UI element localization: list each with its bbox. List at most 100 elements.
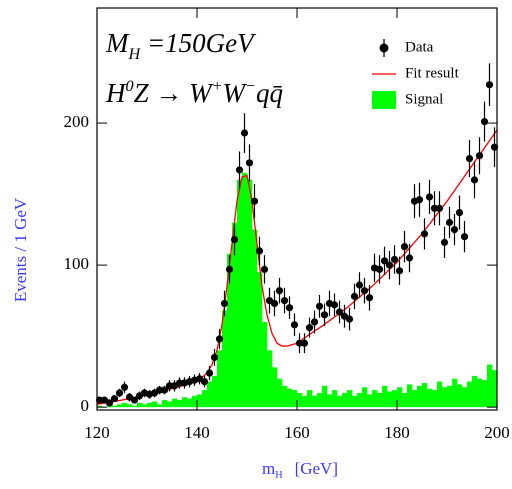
- signal-bar: [492, 370, 498, 408]
- annotation-part: W: [223, 78, 248, 108]
- signal-bar: [202, 390, 208, 408]
- signal-bar: [252, 229, 258, 408]
- signal-bar: [242, 172, 248, 408]
- signal-bar: [377, 392, 383, 408]
- data-point: [220, 299, 229, 308]
- signal-bar: [417, 385, 423, 408]
- signal-bar: [387, 391, 393, 408]
- data-point: [365, 294, 374, 302]
- data-point: [110, 395, 119, 403]
- x-tick-label: 120: [84, 423, 110, 442]
- signal-bar: [352, 395, 358, 408]
- data-point: [225, 265, 234, 273]
- data-point: [405, 254, 414, 262]
- signal-bar: [347, 390, 353, 408]
- signal-bar: [197, 394, 203, 408]
- annotation: MH =150GeV: [105, 28, 257, 63]
- data-point: [235, 166, 244, 174]
- x-axis-label-part: H: [275, 470, 283, 481]
- signal-bar: [362, 387, 368, 408]
- signal-bar: [97, 405, 103, 408]
- data-point: [395, 267, 404, 275]
- data-point: [480, 118, 489, 126]
- data-point: [165, 382, 174, 390]
- signal-bar: [402, 392, 408, 408]
- data-point: [245, 159, 254, 167]
- data-point: [305, 324, 314, 332]
- data-point: [120, 383, 129, 391]
- signal-bar: [122, 402, 128, 408]
- data-point: [215, 335, 224, 343]
- signal-bar: [327, 394, 333, 408]
- signal-bar: [207, 381, 213, 408]
- x-tick-label: 140: [184, 423, 210, 442]
- annotation-part: H: [128, 45, 142, 63]
- signal-bar: [282, 385, 288, 408]
- signal-bar: [427, 388, 433, 408]
- annotation: H0Z → W+W−qq̄: [105, 77, 283, 108]
- data-point: [420, 230, 429, 238]
- data-point: [275, 287, 284, 295]
- legend-label: Signal: [405, 91, 443, 107]
- data-point: [490, 143, 499, 151]
- signal-bar: [277, 378, 283, 408]
- data-point: [130, 396, 139, 404]
- data-point: [415, 196, 424, 204]
- data-point: [320, 311, 329, 319]
- data-point: [445, 218, 454, 227]
- annotation-part: −: [245, 77, 256, 95]
- data-point: [400, 243, 409, 251]
- data-point: [295, 339, 304, 347]
- signal-bar: [147, 402, 153, 408]
- data-point: [240, 129, 249, 137]
- signal-bar: [442, 387, 448, 408]
- signal-bar: [482, 380, 488, 408]
- signal-bar: [267, 350, 273, 408]
- y-tick-label: 200: [64, 112, 90, 131]
- legend-marker: [379, 43, 389, 53]
- signal-bar: [232, 222, 238, 408]
- legend-label: Data: [405, 39, 434, 55]
- x-axis-label-part: [GeV]: [295, 459, 338, 478]
- signal-bar: [372, 390, 378, 408]
- signal-bar: [437, 381, 443, 408]
- annotation-part: M: [105, 28, 130, 58]
- signal-bar: [287, 388, 293, 408]
- signal-bar: [487, 364, 493, 408]
- signal-bar: [177, 400, 183, 408]
- y-tick-label: 100: [64, 254, 90, 273]
- signal-bar: [457, 384, 463, 408]
- x-tick-label: 160: [284, 423, 310, 442]
- signal-bar: [317, 392, 323, 408]
- data-point: [390, 255, 399, 264]
- data-point: [435, 204, 444, 212]
- data-point: [155, 386, 164, 394]
- signal-bar: [297, 392, 303, 408]
- data-point: [330, 301, 339, 309]
- data-point: [485, 81, 494, 89]
- data-point: [290, 321, 299, 329]
- data-point: [345, 315, 354, 323]
- data-point: [455, 208, 464, 217]
- annotation-part: =150GeV: [140, 28, 257, 58]
- signal-bar: [187, 398, 193, 408]
- signal-bar: [212, 375, 218, 408]
- annotation-part: H: [105, 78, 127, 108]
- signal-bar: [342, 392, 348, 408]
- signal-bar: [337, 395, 343, 408]
- x-tick-label: 180: [384, 423, 410, 442]
- data-point: [350, 292, 359, 300]
- data-point: [380, 257, 389, 265]
- data-point: [270, 299, 279, 308]
- signal-bar: [432, 390, 438, 408]
- signal-bar: [477, 378, 483, 408]
- annotation-part: +: [212, 77, 223, 95]
- signal-bar: [462, 387, 468, 408]
- data-point: [255, 247, 264, 255]
- annotation-part: 0: [126, 77, 134, 95]
- signal-bar: [132, 405, 138, 408]
- signal-bar: [367, 394, 373, 408]
- data-point: [300, 339, 309, 347]
- x-tick-label: 200: [484, 423, 510, 442]
